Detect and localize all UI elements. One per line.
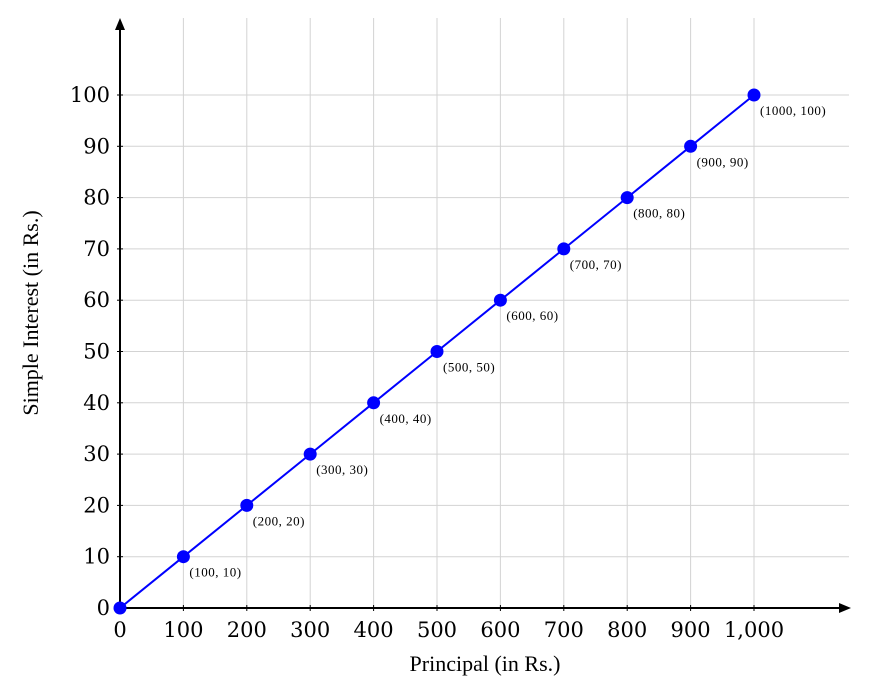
point-label: (800, 80) <box>633 206 685 221</box>
data-point-marker <box>367 396 381 410</box>
point-label: (500, 50) <box>443 360 495 375</box>
data-point-marker <box>684 139 698 153</box>
point-labels: (100, 10) (200, 20) (300, 30) (400, 40) (500… <box>189 103 826 580</box>
x-tick-label: 500 <box>417 618 457 642</box>
y-tick-labels: 0 10 20 30 40 50 60 70 80 90 100 <box>70 83 123 620</box>
x-tick-label: 400 <box>354 618 394 642</box>
x-tick-label: 200 <box>227 618 267 642</box>
data-series <box>113 88 761 615</box>
data-point-marker <box>303 447 317 461</box>
data-point-marker <box>113 601 127 615</box>
point-label: (100, 10) <box>189 565 241 580</box>
y-tick-label: 90 <box>83 134 110 158</box>
point-label: (400, 40) <box>380 411 432 426</box>
data-point-marker <box>240 498 254 512</box>
x-tick-label: 1,000 <box>724 618 784 642</box>
y-tick-label: 100 <box>70 83 110 107</box>
data-point-marker <box>493 293 507 307</box>
data-point-marker <box>620 191 634 205</box>
y-tick-label: 0 <box>97 596 110 620</box>
point-label: (1000, 100) <box>760 103 826 118</box>
x-tick-labels: 0 100 200 300 400 500 600 700 800 900 1,000 <box>113 605 784 642</box>
x-axis-title: Principal (in Rs.) <box>410 651 561 676</box>
data-point-marker <box>176 550 190 564</box>
y-tick-label: 20 <box>83 493 110 517</box>
x-tick-label: 700 <box>544 618 584 642</box>
point-label: (200, 20) <box>253 513 305 528</box>
point-label: (300, 30) <box>316 462 368 477</box>
axes <box>115 18 851 613</box>
y-tick-label: 40 <box>83 391 110 415</box>
data-point-marker <box>557 242 571 256</box>
point-label: (600, 60) <box>506 308 558 323</box>
data-point-marker <box>430 345 444 358</box>
y-axis-arrow-icon <box>115 18 125 30</box>
y-tick-label: 80 <box>83 186 110 210</box>
x-tick-label: 800 <box>607 618 647 642</box>
point-label: (900, 90) <box>697 154 749 169</box>
x-tick-label: 900 <box>671 618 711 642</box>
y-tick-label: 70 <box>83 237 110 261</box>
y-tick-label: 30 <box>83 442 110 466</box>
x-tick-label: 0 <box>113 618 126 642</box>
point-label: (700, 70) <box>570 257 622 272</box>
y-axis-title: Simple Interest (in Rs.) <box>18 210 43 415</box>
data-point-marker <box>747 88 761 102</box>
x-tick-label: 600 <box>480 618 520 642</box>
x-axis-arrow-icon <box>839 603 851 613</box>
y-tick-label: 10 <box>83 545 110 569</box>
y-tick-label: 50 <box>83 340 110 364</box>
x-tick-label: 100 <box>163 618 203 642</box>
x-tick-label: 300 <box>290 618 330 642</box>
y-tick-label: 60 <box>83 288 110 312</box>
